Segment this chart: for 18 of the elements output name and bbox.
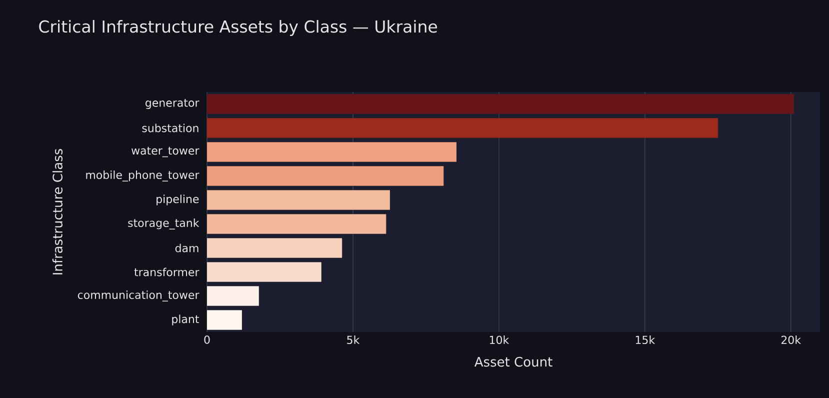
y-tick-label: dam	[175, 244, 198, 252]
y-tick-label: water_tower	[132, 146, 200, 158]
x-tick-label: 15k	[636, 336, 656, 344]
y-axis-title: Infrastructure Class	[52, 148, 62, 274]
x-tick-label: 5k	[347, 336, 360, 344]
x-tick-label: 10k	[490, 336, 510, 344]
y-tick-label: transformer	[134, 268, 200, 276]
y-tick-label: communication_tower	[78, 290, 200, 302]
x-axis-title: Asset Count	[474, 356, 552, 367]
y-tick-label: plant	[172, 314, 199, 326]
y-tick-label: mobile_phone_tower	[86, 170, 200, 182]
y-tick-label: substation	[142, 124, 198, 132]
y-tick-label: pipeline	[156, 194, 199, 206]
x-tick-label: 20k	[781, 336, 801, 344]
chart-title: Critical Infrastructure Assets by Class — Ukraine	[39, 20, 437, 36]
y-tick-label: generator	[146, 98, 200, 109]
x-tick-label: 0	[204, 336, 210, 344]
y-tick-label: storage_tank	[128, 218, 200, 230]
